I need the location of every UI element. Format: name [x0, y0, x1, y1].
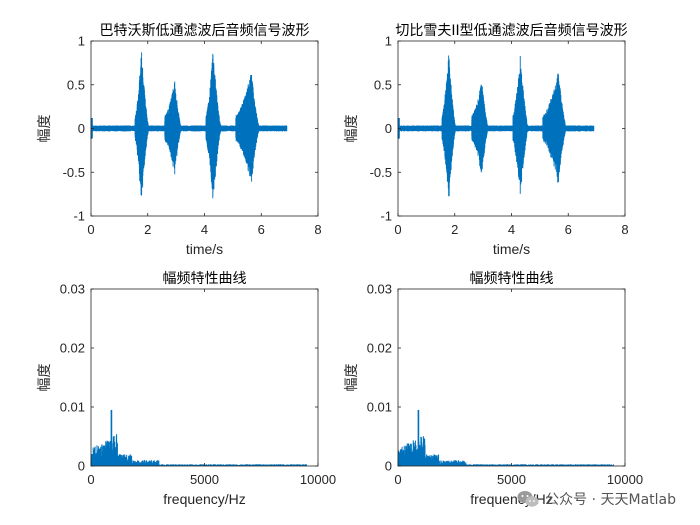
x-tick-label: 0 — [87, 222, 94, 237]
y-tick-label: -1 — [73, 209, 85, 224]
x-tick-label: 8 — [314, 222, 321, 237]
y-tick-label: 1 — [78, 34, 85, 49]
y-axis-label: 幅度 — [344, 364, 360, 392]
y-tick-label: 0 — [78, 121, 85, 136]
y-tick-label: 0.5 — [67, 77, 85, 92]
chart-title: 切比雪夫II型低通滤波后音频信号波形 — [395, 22, 627, 39]
x-tick-label: 6 — [565, 222, 572, 237]
y-tick-label: -0.5 — [370, 165, 392, 180]
x-axis-label: time/s — [186, 241, 223, 257]
x-axis-label: time/s — [493, 241, 530, 257]
y-axis-label: 幅度 — [37, 115, 53, 143]
wechat-icon — [517, 491, 539, 507]
x-tick-label: 4 — [508, 222, 515, 237]
axes-background — [91, 289, 318, 466]
y-tick-label: 0 — [78, 459, 85, 474]
x-tick-label: 8 — [621, 222, 628, 237]
chart-title: 幅频特性曲线 — [470, 271, 554, 287]
y-tick-label: -1 — [380, 209, 392, 224]
y-tick-label: 1 — [385, 34, 392, 49]
y-tick-label: 0.03 — [60, 282, 85, 297]
x-tick-label: 5000 — [497, 472, 526, 487]
x-tick-label: 4 — [201, 222, 208, 237]
watermark: 公众号 · 天天Matlab — [517, 489, 676, 509]
watermark-text: 公众号 · 天天Matlab — [545, 492, 676, 508]
y-axis-label: 幅度 — [37, 364, 53, 392]
y-tick-label: 0 — [385, 459, 392, 474]
y-tick-label: 0.03 — [367, 282, 392, 297]
y-tick-label: -0.5 — [63, 165, 85, 180]
x-tick-label: 10000 — [607, 472, 643, 487]
chart-title: 幅频特性曲线 — [163, 271, 247, 287]
subplot-4: 0 5000 1000000.010.020.03幅频特性曲线frequency/H… — [344, 271, 643, 507]
x-axis-label: frequency/Hz — [163, 491, 245, 507]
y-tick-label: 0 — [385, 121, 392, 136]
y-tick-label: 0.5 — [374, 77, 392, 92]
y-tick-label: 0.02 — [367, 341, 392, 356]
axes-background — [398, 289, 625, 466]
chart-title: 巴特沃斯低通滤波后音频信号波形 — [100, 22, 310, 39]
x-tick-label: 0 — [394, 472, 401, 487]
x-tick-label: 0 — [394, 222, 401, 237]
y-tick-label: 0.01 — [60, 400, 85, 415]
x-tick-label: 10000 — [300, 472, 336, 487]
x-tick-label: 6 — [258, 222, 265, 237]
y-tick-label: 0.01 — [367, 400, 392, 415]
subplot-1: 0 2 4 6 8 -1 -0.5 0 0.5 1 巴特沃斯低通滤波后音频信号波形 time/s 幅度 — [37, 22, 322, 257]
subplot-3: 0 5000 10000 0 0.01 0.02 0.03 幅频特性曲线 frequency/H… — [37, 271, 336, 507]
x-tick-label: 5000 — [190, 472, 219, 487]
y-tick-label: 0.02 — [60, 341, 85, 356]
y-axis-label: 幅度 — [344, 115, 360, 143]
x-tick-label: 2 — [451, 222, 458, 237]
x-tick-label: 0 — [87, 472, 94, 487]
x-tick-label: 2 — [144, 222, 151, 237]
